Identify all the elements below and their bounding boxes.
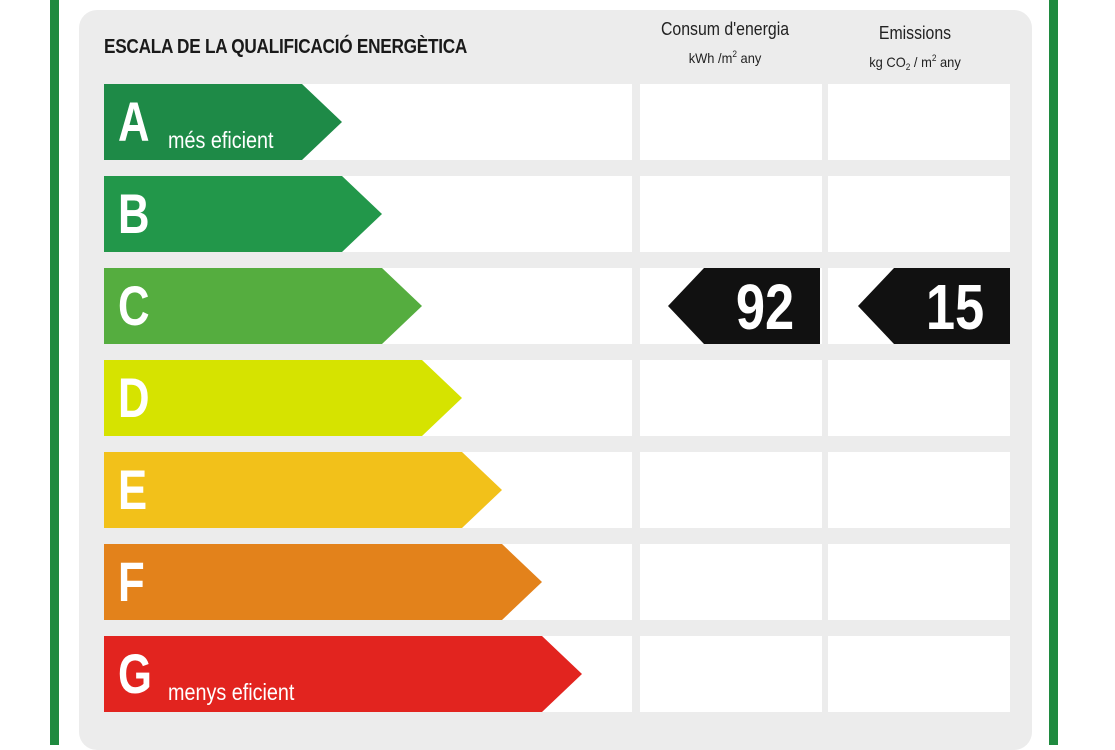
class-letter: C	[118, 274, 150, 337]
emissions-cell	[828, 452, 1010, 528]
consumption-rating-badge: 92	[668, 268, 820, 344]
consumption-cell	[640, 544, 822, 620]
class-row-b: B	[0, 176, 1115, 252]
class-arrow-f: F	[104, 544, 542, 620]
class-letter: D	[118, 366, 150, 429]
class-row-f: F	[0, 544, 1115, 620]
emissions-value: 15	[925, 271, 984, 343]
class-arrow-e: E	[104, 452, 502, 528]
class-row-e: E	[0, 452, 1115, 528]
consumption-cell	[640, 452, 822, 528]
class-efficiency-label: més eficient	[168, 127, 274, 153]
emissions-cell	[828, 544, 1010, 620]
emissions-cell	[828, 636, 1010, 712]
class-letter: G	[118, 642, 152, 705]
class-letter: F	[118, 550, 145, 613]
right-border-line	[1049, 0, 1058, 745]
consumption-column-header: Consum d'energia kWh /m2 any	[628, 18, 822, 68]
emissions-rating-badge: 15	[858, 268, 1010, 344]
consumption-header-title: Consum d'energia	[660, 19, 790, 39]
class-letter: E	[118, 458, 148, 521]
consumption-header-unit: kWh /m2 any	[688, 49, 762, 66]
class-arrow-c: C	[104, 268, 422, 344]
class-arrow-b: B	[104, 176, 382, 252]
scale-title: ESCALA DE LA QUALIFICACIÓ ENERGÈTICA	[104, 36, 468, 58]
emissions-header-unit: kg CO2 / m2 any	[869, 53, 961, 72]
emissions-cell	[828, 360, 1010, 436]
emissions-header-title: Emissions	[878, 23, 952, 43]
class-arrow-d: D	[104, 360, 462, 436]
class-row-c: C 92 15	[0, 268, 1115, 344]
consumption-cell	[640, 176, 822, 252]
consumption-cell	[640, 84, 822, 160]
class-letter: B	[118, 182, 150, 245]
emissions-cell	[828, 84, 1010, 160]
consumption-cell	[640, 636, 822, 712]
emissions-column-header: Emissions kg CO2 / m2 any	[818, 22, 1012, 77]
emissions-cell	[828, 176, 1010, 252]
class-efficiency-label: menys eficient	[168, 679, 295, 705]
class-letter: A	[118, 90, 150, 153]
left-border-line	[50, 0, 59, 745]
class-row-d: D	[0, 360, 1115, 436]
consumption-value: 92	[735, 271, 794, 343]
consumption-cell	[640, 360, 822, 436]
